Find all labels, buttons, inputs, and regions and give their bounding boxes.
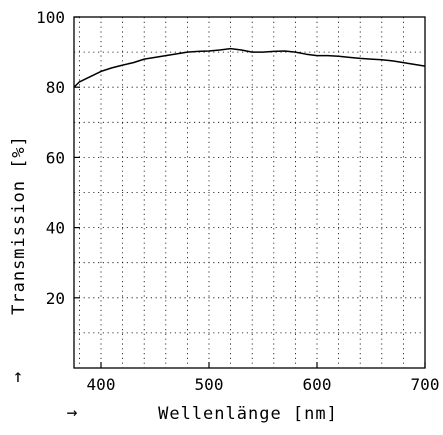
x-tick-label: 700 bbox=[411, 375, 440, 394]
y-tick-label: 100 bbox=[36, 8, 65, 27]
y-tick-label: 60 bbox=[46, 148, 65, 167]
labels-layer: Transmission [%] Wellenlänge [nm] ↑ → bbox=[9, 135, 338, 424]
y-axis-arrow: ↑ bbox=[13, 366, 24, 387]
y-tick-label: 80 bbox=[46, 78, 65, 97]
grid-layer bbox=[74, 17, 425, 368]
x-tick-label: 400 bbox=[87, 375, 116, 394]
ticks-layer: 400 500 600 700 20 40 60 80 100 bbox=[36, 8, 439, 394]
y-tick-label: 20 bbox=[46, 289, 65, 308]
plot-frame bbox=[73, 16, 426, 369]
x-tick-label: 600 bbox=[303, 375, 332, 394]
x-axis-arrow: → bbox=[67, 402, 78, 423]
y-axis-label: Transmission [%] bbox=[9, 135, 29, 315]
series-layer bbox=[73, 47, 426, 88]
y-tick-label: 40 bbox=[46, 219, 65, 238]
x-axis-label: Wellenlänge [nm] bbox=[158, 404, 338, 424]
series-line-transmission bbox=[73, 47, 426, 88]
x-tick-label: 500 bbox=[195, 375, 224, 394]
